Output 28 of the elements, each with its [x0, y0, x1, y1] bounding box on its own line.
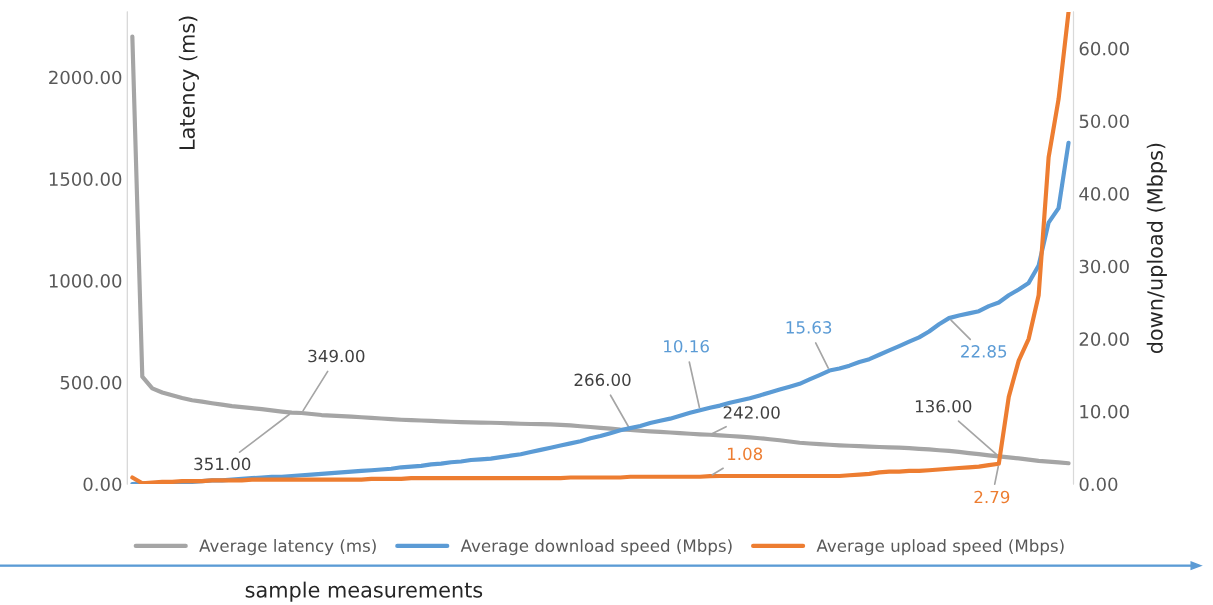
- data-label: 351.00: [194, 457, 251, 471]
- y-axis-title: Latency (ms): [178, 16, 199, 150]
- data-label: 136.00: [915, 399, 972, 413]
- y-tick-label: 2000.00: [49, 70, 122, 85]
- legend-label: Average download speed (Mbps): [460, 539, 732, 556]
- data-label: 15.63: [786, 321, 832, 334]
- y-tick-label: 1500.00: [49, 172, 122, 187]
- legend-label: Average upload speed (Mbps): [816, 539, 1064, 556]
- x-axis-title: sample measurements: [245, 581, 483, 602]
- y-tick-label: 1000.00: [49, 274, 122, 288]
- data-label: 2.79: [974, 490, 1010, 504]
- y2-tick-label: 50.00: [1079, 114, 1129, 129]
- data-label: 10.16: [664, 339, 709, 353]
- y2-tick-label: 20.00: [1079, 332, 1129, 346]
- data-label: 266.00: [574, 373, 631, 387]
- legend-label: Average latency (ms): [199, 539, 376, 556]
- y2-tick-label: 30.00: [1079, 259, 1129, 274]
- y2-tick-label: 10.00: [1080, 404, 1129, 419]
- y2-tick-label: 0.00: [1079, 477, 1118, 492]
- data-label: 349.00: [308, 349, 365, 363]
- y2-tick-label: 60.00: [1079, 41, 1129, 56]
- y-tick-label: 500.00: [60, 375, 122, 390]
- data-label: 1.08: [727, 447, 763, 461]
- y2-tick-label: 40.00: [1079, 187, 1129, 201]
- data-label: 22.85: [961, 345, 1007, 358]
- data-label: 242.00: [723, 406, 780, 419]
- y2-axis-title: down/upload (Mbps): [1146, 143, 1167, 354]
- y-tick-label: 0.00: [83, 477, 122, 492]
